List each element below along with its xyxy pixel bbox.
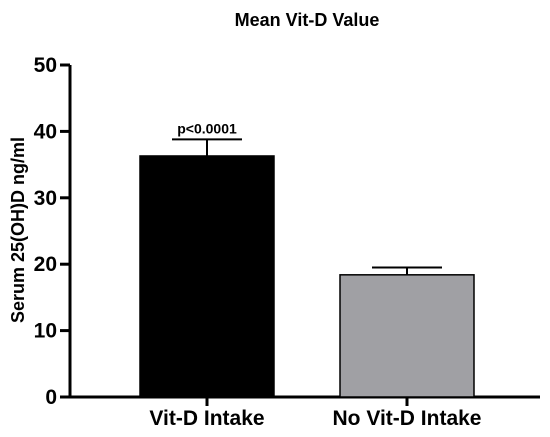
x-tick-label: No Vit-D Intake bbox=[333, 407, 482, 430]
x-tick-label: Vit-D Intake bbox=[149, 407, 264, 430]
chart-title: Mean Vit-D Value bbox=[235, 10, 380, 30]
bar bbox=[339, 274, 475, 398]
y-tick-label: 20 bbox=[34, 253, 57, 276]
y-tick-label: 10 bbox=[34, 320, 57, 343]
y-tick-label: 40 bbox=[34, 120, 57, 143]
bar bbox=[139, 155, 275, 398]
y-tick-label: 50 bbox=[34, 54, 57, 77]
plot-area: 0 10 20 30 40 50 Vit-D Intake No Vit-D Intake p<… bbox=[34, 54, 540, 430]
y-tick-label: 0 bbox=[45, 386, 57, 409]
y-axis-label: Serum 25(OH)D ng/ml bbox=[8, 137, 28, 323]
p-value-annotation: p<0.0001 bbox=[177, 120, 237, 136]
y-tick-label: 30 bbox=[34, 187, 57, 210]
